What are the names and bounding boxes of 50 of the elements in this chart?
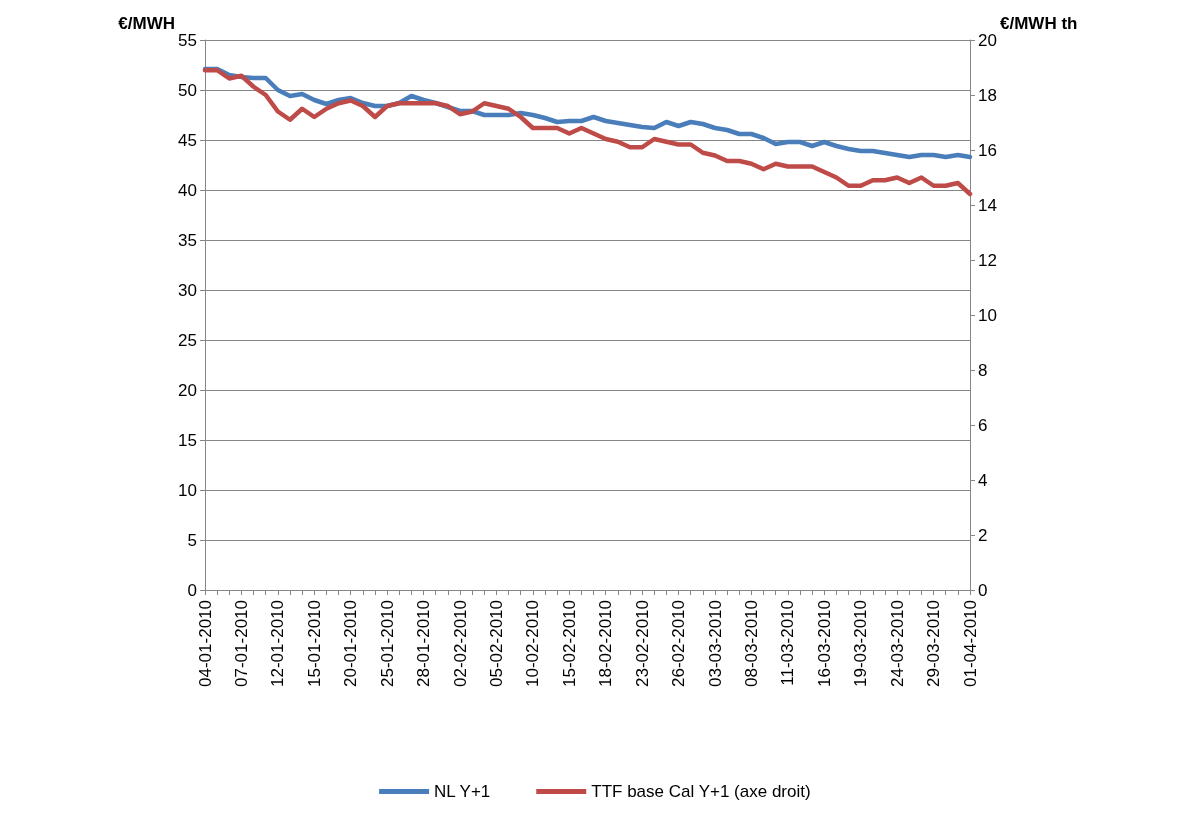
y-tick-label: 50: [178, 80, 197, 100]
y2-tick-label: 2: [978, 525, 988, 545]
x-tick-label: 16-03-2010: [814, 600, 834, 687]
x-tick-label: 05-02-2010: [486, 600, 506, 687]
y-tick-label: 30: [178, 280, 197, 300]
x-tick-label: 28-01-2010: [414, 600, 434, 687]
x-tick-label: 15-02-2010: [559, 600, 579, 687]
x-tick-label: 20-01-2010: [341, 600, 361, 687]
y2-tick-label: 10: [978, 305, 997, 325]
x-tick-label: 18-02-2010: [596, 600, 616, 687]
y2-axis-title: €/MWH th: [1000, 13, 1078, 33]
x-tick-label: 15-01-2010: [304, 600, 324, 687]
x-tick-label: 25-01-2010: [377, 600, 397, 687]
y2-tick-label: 12: [978, 250, 997, 270]
y-tick-label: 0: [187, 580, 197, 600]
x-tick-label: 26-02-2010: [669, 600, 689, 687]
y2-tick-label: 4: [978, 470, 988, 490]
x-tick-label: 24-03-2010: [887, 600, 907, 687]
x-tick-label: 01-04-2010: [960, 600, 980, 687]
y-axis-title: €/MWH: [118, 13, 175, 33]
x-tick-label: 11-03-2010: [778, 600, 798, 686]
x-tick-label: 03-03-2010: [705, 600, 725, 687]
y-tick-label: 45: [178, 130, 197, 150]
legend-label: TTF base Cal Y+1 (axe droit): [591, 782, 811, 801]
y2-tick-label: 0: [978, 580, 988, 600]
x-tick-label: 08-03-2010: [741, 600, 761, 687]
x-tick-label: 29-03-2010: [924, 600, 944, 687]
y2-tick-label: 16: [978, 140, 997, 160]
y2-tick-label: 18: [978, 85, 997, 105]
y2-tick-label: 8: [978, 360, 988, 380]
x-tick-label: 23-02-2010: [632, 600, 652, 687]
x-tick-label: 07-01-2010: [231, 600, 251, 687]
y-tick-label: 55: [178, 30, 197, 50]
legend-label: NL Y+1: [434, 782, 491, 801]
x-tick-label: 12-01-2010: [268, 600, 288, 687]
y-tick-label: 25: [178, 330, 197, 350]
y2-tick-label: 20: [978, 30, 997, 50]
x-tick-label: 02-02-2010: [450, 600, 470, 687]
x-tick-label: 19-03-2010: [851, 600, 871, 687]
y2-tick-label: 14: [978, 195, 997, 215]
line-series: [202, 68, 973, 197]
y-tick-label: 35: [178, 230, 197, 250]
y-tick-label: 20: [178, 380, 197, 400]
y-tick-label: 40: [178, 180, 197, 200]
y2-tick-label: 6: [978, 415, 988, 435]
x-tick-label: 10-02-2010: [523, 600, 543, 687]
y-tick-label: 10: [178, 480, 197, 500]
y-tick-label: 5: [187, 530, 197, 550]
y-tick-label: 15: [178, 430, 197, 450]
x-tick-label: 04-01-2010: [195, 600, 215, 687]
